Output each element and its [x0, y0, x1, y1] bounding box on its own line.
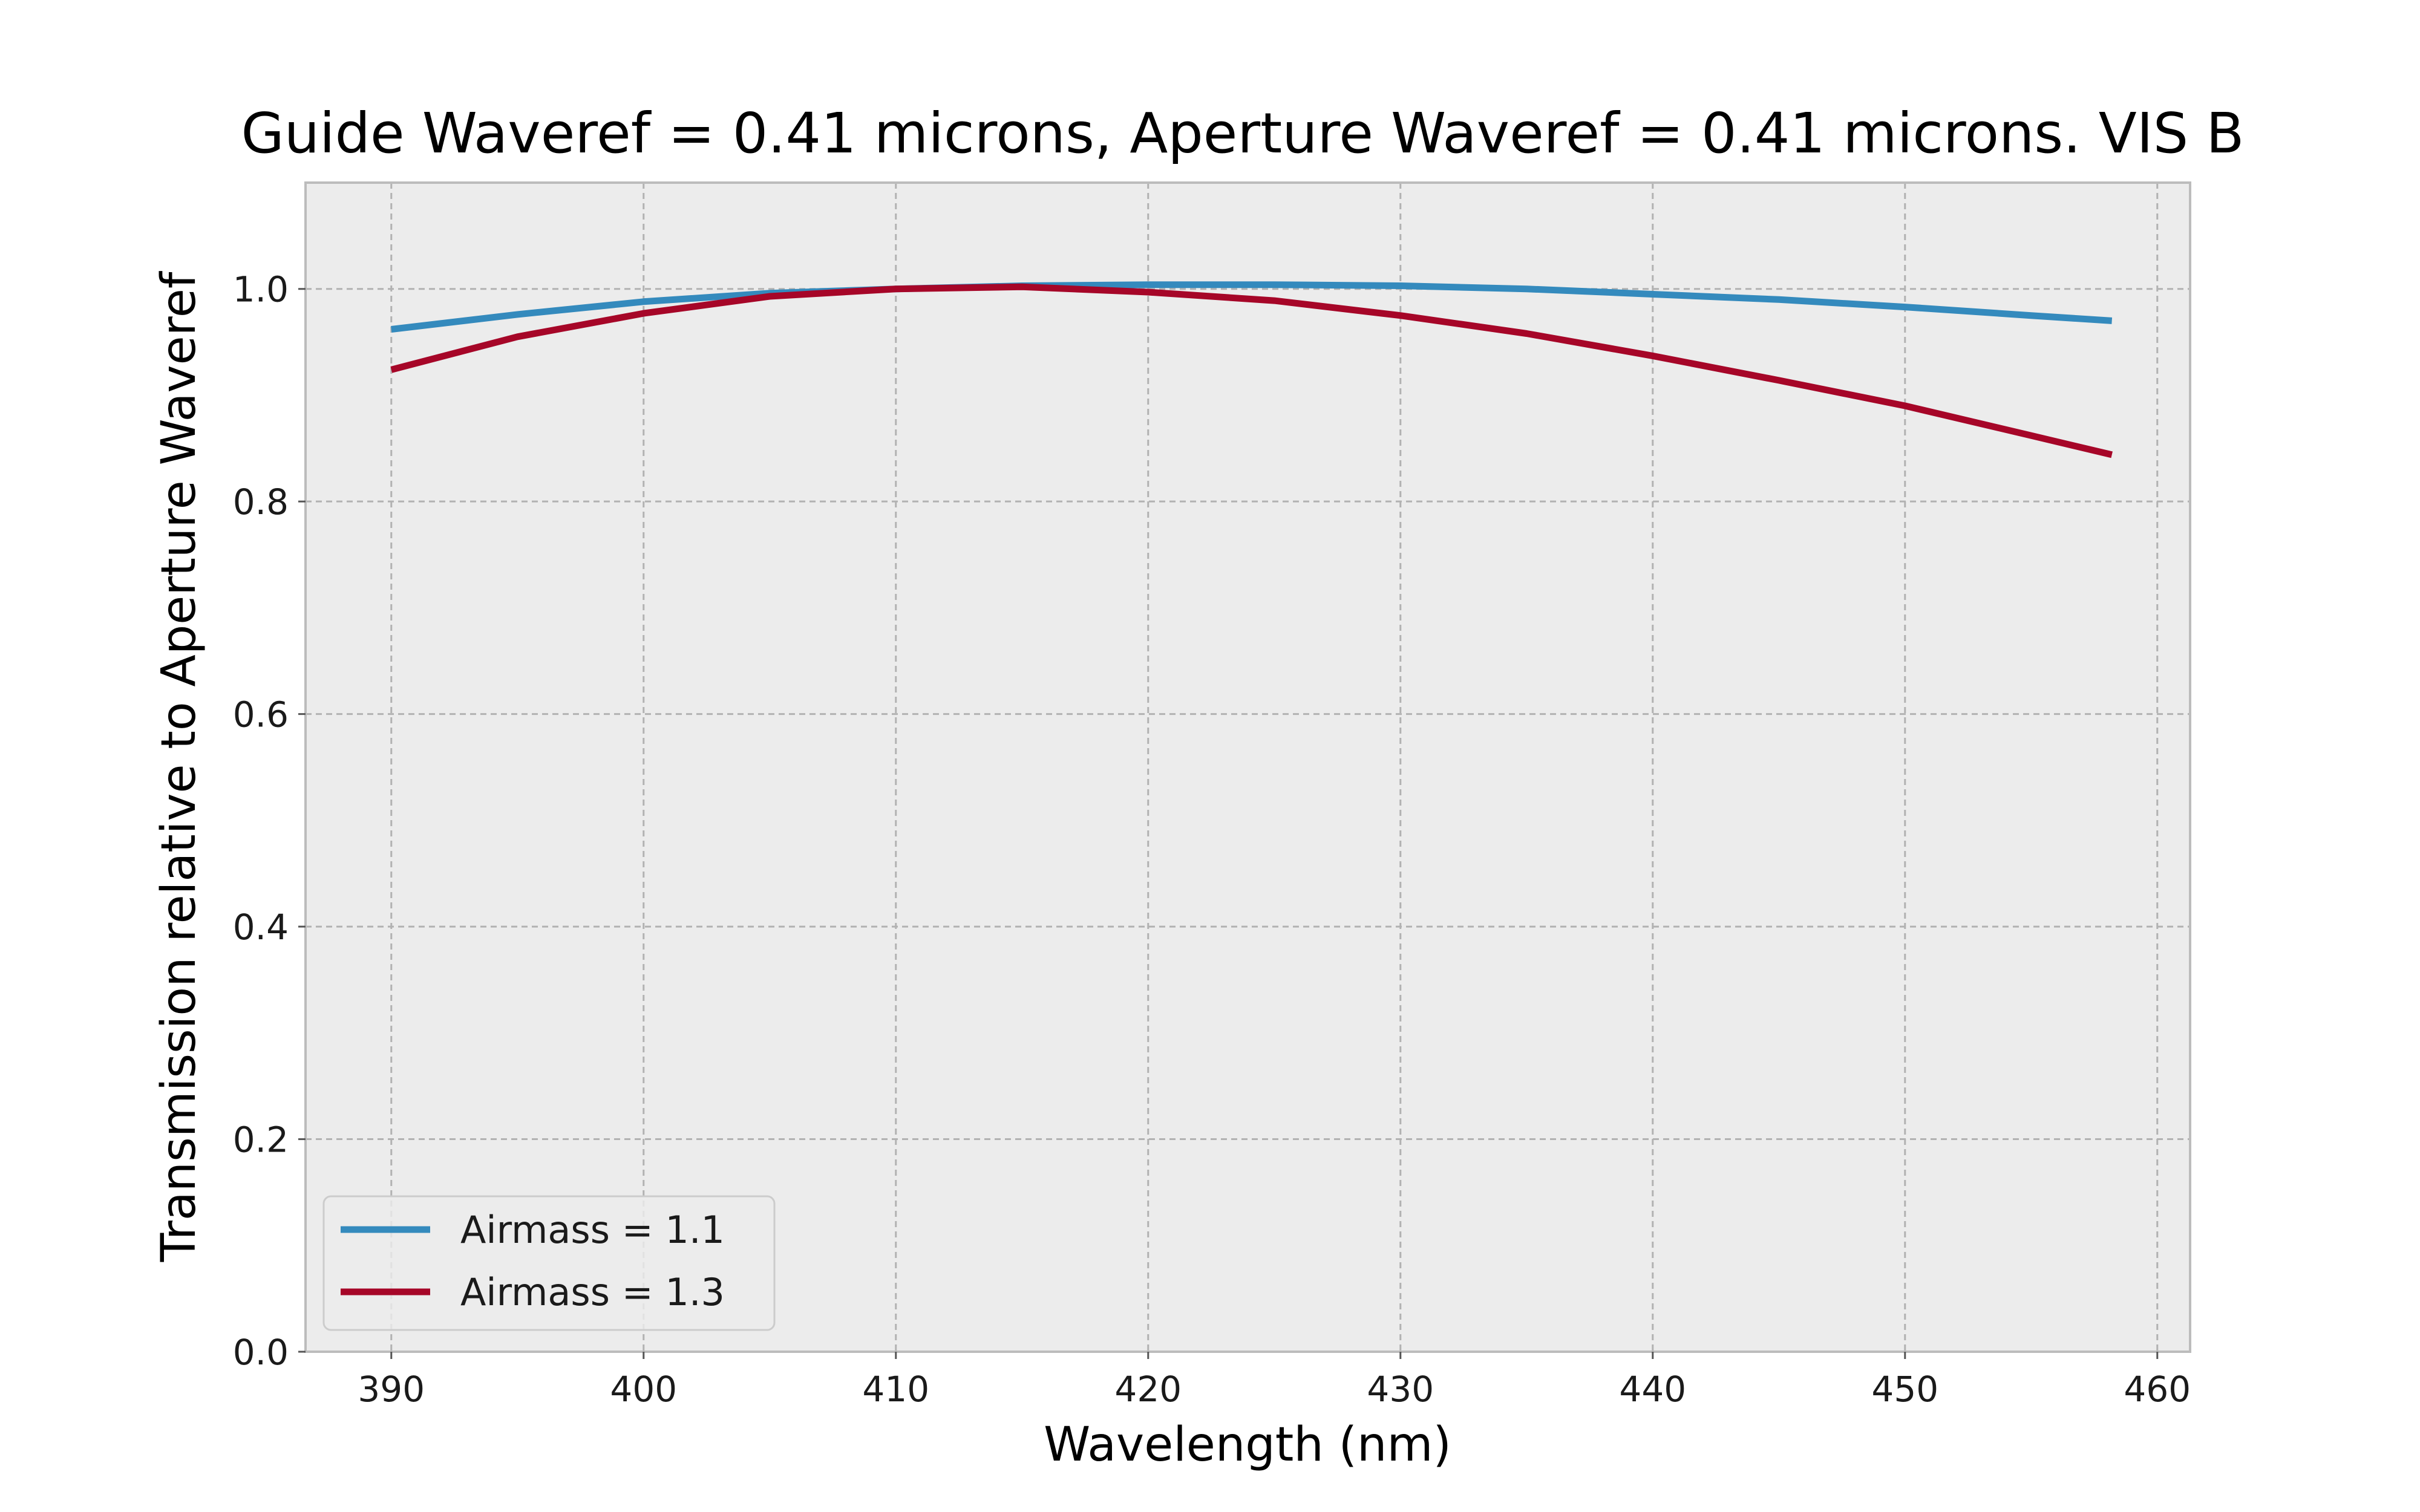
x-tick-label: 410 [862, 1369, 929, 1410]
y-tick-label: 0.2 [233, 1119, 289, 1161]
x-tick-label: 420 [1114, 1369, 1182, 1410]
x-axis-title: Wavelength (nm) [1044, 1418, 1451, 1472]
ticks: 390 400 410 420 430 440 450 460 0.0 0.2 0.4 0.6 0.8 1… [233, 269, 2191, 1410]
x-tick-label: 440 [1619, 1369, 1686, 1410]
series-line-2 [390, 283, 2113, 458]
x-tick-label: 430 [1367, 1369, 1434, 1410]
legend-label-series-1: Airmass = 1.1 [460, 1208, 725, 1252]
chart-title: Guide Waveref = 0.41 microns, Aperture W… [241, 101, 2244, 166]
y-axis-title: Transmission relative to Aperture Wavere… [152, 271, 206, 1262]
legend-box [322, 1195, 776, 1331]
plot-frame [304, 181, 2191, 1353]
x-tick-label: 390 [358, 1369, 425, 1410]
y-tick-label: 0.4 [233, 907, 289, 948]
y-tick-label: 0.0 [233, 1332, 289, 1373]
series-lines [390, 281, 2113, 458]
y-tick-label: 0.8 [233, 481, 289, 523]
series-line-1 [391, 281, 2113, 333]
legend-label-series-2: Airmass = 1.3 [460, 1270, 725, 1314]
x-tick-label: 460 [2124, 1369, 2191, 1410]
x-tick-label: 400 [610, 1369, 677, 1410]
y-tick-label: 0.6 [233, 694, 289, 735]
legend: Airmass = 1.1 Airmass = 1.3 [322, 1195, 776, 1331]
y-tick-label: 1.0 [233, 269, 289, 310]
plot-area [306, 183, 2190, 1352]
x-tick-label: 450 [1871, 1369, 1938, 1410]
